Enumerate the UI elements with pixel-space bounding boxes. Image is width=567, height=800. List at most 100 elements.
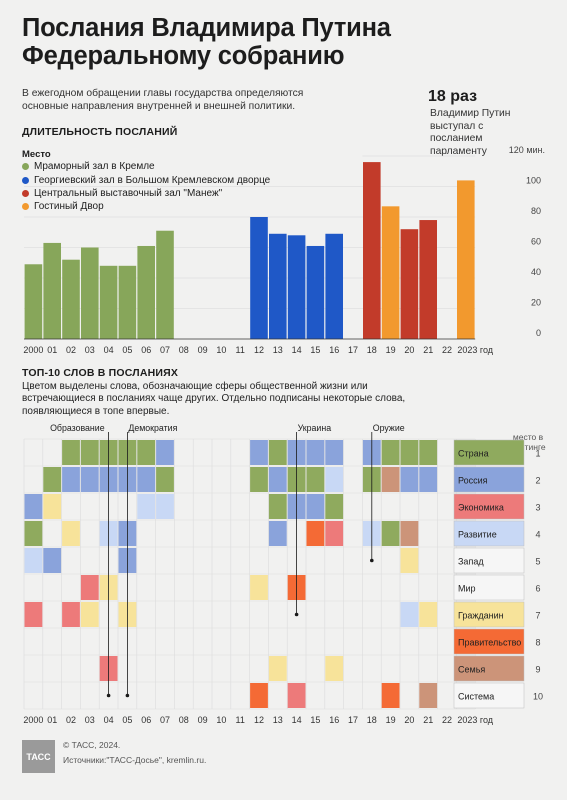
annotation-label: Оружие	[373, 423, 405, 433]
x-tick-label: 21	[423, 715, 433, 725]
heatmap-cell	[325, 521, 344, 546]
heatmap-cell	[43, 467, 62, 492]
legend-label: Центральный выставочный зал "Манеж"	[34, 188, 223, 199]
y-tick-label: 20	[531, 298, 541, 308]
bar	[99, 265, 118, 339]
legend-dot	[22, 203, 29, 210]
word-legend-box	[453, 493, 525, 520]
legend-dot	[22, 163, 29, 170]
word-legend-box	[453, 520, 525, 547]
count-number: 18 раз	[428, 88, 478, 105]
top-words-heatmap: Страна 1 Россия 2 Экономика 3 Развитие 4 Запад 5 М…	[23, 423, 543, 725]
y-tick-label: 40	[531, 267, 541, 277]
duration-bar-chart: 0 20 40 60 80 100 120 мин. 2000 01 02 03 04 05 06 07 08…	[23, 145, 545, 355]
annotation-dot	[125, 693, 130, 698]
bar	[118, 265, 137, 339]
x-tick-label: 11	[236, 345, 245, 355]
word-rank: 6	[535, 584, 540, 594]
heatmap-cell	[24, 548, 43, 573]
x-tick-label: 22	[442, 345, 452, 355]
x-tick-label: 20	[404, 715, 414, 725]
copyright: © ТАСС, 2024.	[63, 740, 121, 750]
legend-item-gostiny-dvor: Гостиный Двор	[22, 201, 104, 212]
bar	[419, 220, 437, 339]
intro-text: В ежегодном обращении главы государства …	[22, 88, 304, 112]
heatmap-cell	[80, 440, 99, 465]
bar	[137, 245, 155, 339]
heatmap-cell	[381, 683, 400, 708]
word-legend-label: Россия	[458, 476, 488, 486]
x-tick-label: 2000	[23, 715, 43, 725]
x-tick-label: 04	[104, 715, 114, 725]
y-tick-label: 80	[531, 206, 541, 216]
x-tick-label: 13	[273, 345, 283, 355]
annotation-label: Украина	[298, 423, 332, 433]
heatmap-cell	[306, 467, 325, 492]
word-rank: 5	[535, 557, 540, 567]
heatmap-cell	[156, 494, 174, 519]
annotation-label: Демократия	[128, 423, 177, 433]
heatmap-cell	[24, 602, 43, 627]
heatmap-cell	[306, 440, 325, 465]
bar	[363, 162, 381, 339]
bar	[457, 180, 475, 339]
heatmap-cell	[381, 440, 400, 465]
heatmap-cell	[137, 467, 156, 492]
heatmap-cell	[268, 440, 287, 465]
x-tick-label: 20	[404, 345, 414, 355]
word-legend-box	[453, 547, 525, 574]
x-tick-label: 01	[47, 715, 57, 725]
heatmap-cell	[43, 494, 62, 519]
heatmap-cell	[419, 440, 438, 465]
x-tick-label: 18	[367, 345, 377, 355]
word-legend-box	[453, 601, 525, 628]
x-tick-label: 06	[141, 345, 151, 355]
x-tick-label: 02	[66, 345, 76, 355]
word-rank: 2	[535, 476, 540, 486]
heatmap-cell	[24, 494, 43, 519]
x-tick-label: 01	[47, 345, 57, 355]
bar	[306, 245, 325, 339]
x-tick-label: 06	[141, 715, 151, 725]
bar	[62, 259, 80, 339]
bar	[325, 233, 343, 339]
x-tick-label: 04	[104, 345, 114, 355]
x-tick-label: 17	[348, 715, 358, 725]
tass-logo: ТАСС	[22, 740, 55, 773]
heatmap-cell	[62, 521, 80, 546]
x-tick-label: 05	[122, 715, 132, 725]
word-rank: 9	[535, 665, 540, 675]
x-tick-label: 09	[198, 345, 208, 355]
y-axis-unit-label: 120 мин.	[509, 145, 545, 155]
x-tick-label: 05	[122, 345, 132, 355]
x-tick-label: 15	[310, 715, 320, 725]
heatmap-cell	[325, 494, 344, 519]
x-tick-label: 10	[216, 715, 226, 725]
word-legend-box	[453, 574, 525, 601]
heatmap-cell	[419, 602, 438, 627]
heatmap-cell	[268, 467, 287, 492]
heatmap-cell	[419, 683, 438, 708]
legend-dot	[22, 190, 29, 197]
x-tick-label: 2023 год	[457, 715, 493, 725]
annotation-label: Образование	[50, 423, 105, 433]
annotation-dot	[294, 612, 299, 617]
word-rank: 8	[535, 638, 540, 648]
x-tick-label: 08	[179, 715, 189, 725]
x-tick-label: 14	[292, 715, 302, 725]
x-tick-label: 15	[310, 345, 320, 355]
legend-label: Гостиный Двор	[34, 201, 104, 212]
legend-item-georgievsky-hall: Георгиевский зал в Большом Кремлевском д…	[22, 175, 270, 186]
heatmap-cell	[268, 656, 287, 681]
legend-dot	[22, 177, 29, 184]
x-tick-label: 22	[442, 715, 452, 725]
heatmap-cell	[156, 440, 174, 465]
top10-description: Цветом выделены слова, обозначающие сфер…	[22, 381, 406, 417]
x-tick-label: 21	[423, 345, 433, 355]
x-tick-label: 08	[179, 345, 189, 355]
x-tick-label: 07	[160, 345, 170, 355]
heatmap-cell	[250, 575, 268, 600]
heatmap-cell	[250, 683, 268, 708]
annotation-dot	[370, 558, 374, 563]
page-title: Послания Владимира Путина Федеральному с…	[22, 14, 542, 70]
